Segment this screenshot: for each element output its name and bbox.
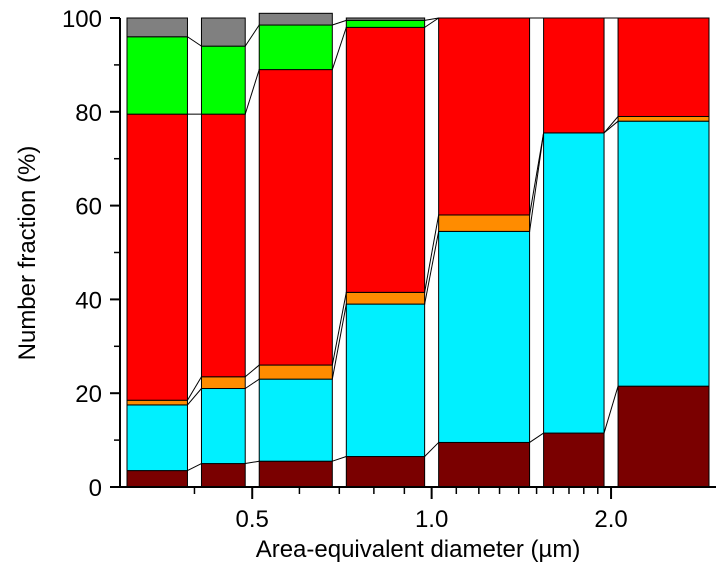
bar-segment [200, 376, 246, 390]
connector-line [603, 120, 619, 134]
bar-segment [126, 399, 188, 406]
bar-segment [258, 12, 333, 26]
connector-line [424, 214, 440, 293]
connector-line [424, 442, 439, 457]
bar-segment [126, 113, 188, 401]
connector-line [187, 36, 202, 47]
bar-segment [126, 17, 188, 38]
connector-line [187, 463, 202, 472]
bar-segment [258, 460, 333, 488]
connector-line [529, 432, 544, 443]
connector-line [244, 69, 260, 115]
bar-segment [438, 230, 531, 443]
bar-segment [617, 115, 710, 122]
connector-line [529, 132, 545, 216]
bar-segment [200, 45, 246, 115]
x-axis-title: Area-equivalent diameter (µm) [256, 536, 581, 563]
connector-line [424, 231, 440, 305]
connector-line [332, 19, 347, 26]
connector-line [424, 17, 439, 28]
bar-segment [258, 364, 333, 380]
y-axis-title: Number fraction (%) [14, 146, 41, 361]
axes-layer: 0 20 40 60 80 100 0.5 1.0 2.0 [62, 6, 716, 533]
bar-segment [200, 463, 246, 488]
connector-line [244, 24, 260, 47]
bar-segment [200, 388, 246, 465]
bar-segment [543, 132, 605, 434]
bar-segment [126, 36, 188, 115]
y-tick-label: 100 [62, 6, 102, 33]
bar-segment [258, 24, 333, 71]
connector-line [603, 116, 619, 134]
x-tick-label: 0.5 [236, 506, 269, 533]
x-tick-label: 1.0 [415, 506, 448, 533]
connector-lines-layer [187, 17, 619, 472]
bar-segment [345, 291, 426, 305]
bar-segment [543, 17, 605, 134]
connector-line [331, 27, 347, 70]
bar-segment [617, 385, 710, 488]
bar-segment [200, 113, 246, 378]
bar-segment [126, 404, 188, 472]
bar-segment [258, 69, 333, 366]
bar-segment [438, 214, 531, 232]
connector-line [424, 17, 439, 21]
connector-line [244, 364, 260, 378]
connector-line [332, 456, 347, 462]
bar-segment [617, 17, 710, 117]
bar-segment [345, 456, 426, 488]
bar-segment [617, 120, 710, 387]
connector-line [187, 376, 202, 401]
y-tick-label: 80 [75, 100, 102, 127]
bar-segment [438, 441, 531, 488]
connector-line [187, 388, 202, 406]
bar-segment [200, 17, 246, 47]
bars-layer [126, 12, 710, 488]
y-tick-label: 60 [75, 194, 102, 221]
bar-segment [345, 26, 426, 293]
connector-line [603, 386, 619, 434]
connector-line [331, 292, 347, 366]
connector-line [245, 460, 260, 465]
x-tick-label: 2.0 [594, 506, 627, 533]
connector-line [331, 303, 347, 380]
bar-segment [258, 378, 333, 462]
y-tick-label: 20 [75, 381, 102, 408]
bar-segment [345, 19, 426, 28]
y-tick-label: 0 [89, 475, 102, 502]
bar-segment [543, 432, 605, 488]
connector-line [244, 378, 260, 389]
bar-segment [345, 17, 426, 21]
bar-segment [126, 470, 188, 488]
bar-segment [438, 17, 531, 216]
bar-segment [345, 303, 426, 458]
y-tick-label: 40 [75, 287, 102, 314]
